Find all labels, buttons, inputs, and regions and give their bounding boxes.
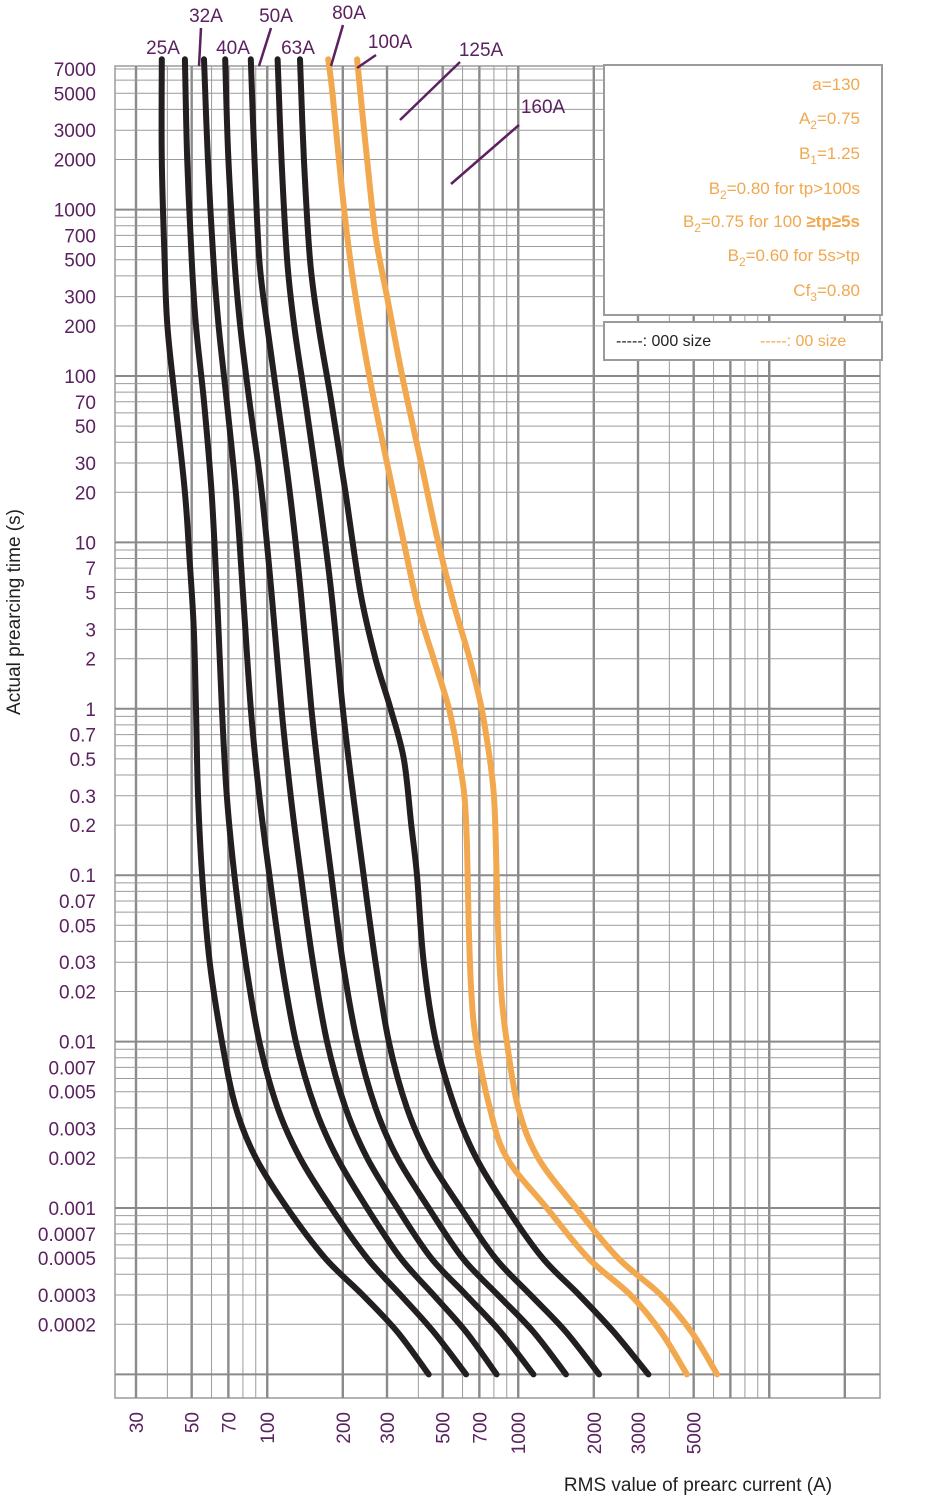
y-tick-label: 0.3 bbox=[70, 787, 96, 808]
y-tick-label: 0.007 bbox=[48, 1058, 96, 1079]
y-tick-label: 0.1 bbox=[70, 866, 96, 887]
curve-label-80a: 80A bbox=[332, 3, 366, 24]
y-tick-label: 10 bbox=[75, 533, 96, 554]
y-tick-label: 1 bbox=[85, 700, 96, 721]
y-tick-label: 70 bbox=[75, 393, 96, 414]
y-tick-label: 500 bbox=[64, 251, 96, 272]
legend-frame bbox=[603, 321, 883, 361]
y-tick-label: 3000 bbox=[54, 121, 96, 142]
leader-line-100a bbox=[356, 53, 377, 70]
y-tick-label: 100 bbox=[64, 367, 96, 388]
legend: -----: 000 size -----: 00 size bbox=[603, 321, 883, 361]
x-tick-label: 300 bbox=[378, 1412, 399, 1444]
y-tick-label: 0.05 bbox=[59, 916, 96, 937]
y-tick-label: 0.002 bbox=[48, 1149, 96, 1170]
curve-50a bbox=[222, 56, 537, 1378]
x-axis-label: RMS value of prearc current (A) bbox=[564, 1475, 832, 1496]
leader-line-125a bbox=[399, 61, 461, 121]
legend-item-000: -----: 000 size bbox=[616, 333, 711, 350]
curve-32a bbox=[181, 56, 470, 1378]
y-tick-label: 20 bbox=[75, 483, 96, 504]
curve-label-50a: 50A bbox=[259, 6, 293, 27]
parameter-line: B2=0.60 for 5s>tp bbox=[728, 246, 860, 269]
y-tick-label: 700 bbox=[64, 226, 96, 247]
curve-label-25a: 25A bbox=[146, 38, 180, 59]
y-tick-label: 2 bbox=[85, 650, 96, 671]
y-tick-label: 0.02 bbox=[59, 983, 96, 1004]
x-tick-label: 500 bbox=[434, 1412, 455, 1444]
x-tick-label: 2000 bbox=[585, 1412, 606, 1454]
y-tick-label: 0.7 bbox=[70, 726, 96, 747]
y-tick-label: 300 bbox=[64, 288, 96, 309]
legend-item-00: -----: 00 size bbox=[760, 333, 846, 350]
curve-40a bbox=[201, 56, 500, 1378]
y-tick-labels: 7000 5000 3000 2000 1000 700 500 300 200 100 70 50 3… bbox=[38, 60, 96, 1336]
x-tick-label: 30 bbox=[127, 1412, 148, 1433]
y-tick-label: 0.5 bbox=[70, 750, 96, 771]
curve-label-63a: 63A bbox=[281, 38, 315, 59]
x-tick-label: 3000 bbox=[629, 1412, 650, 1454]
y-tick-label: 50 bbox=[75, 417, 96, 438]
x-tick-label: 700 bbox=[470, 1412, 491, 1444]
y-tick-label: 0.01 bbox=[59, 1033, 96, 1054]
leader-line-160a bbox=[450, 124, 520, 185]
y-tick-label: 5 bbox=[85, 584, 96, 605]
parameters-box-frame bbox=[603, 64, 883, 316]
y-tick-label: 3 bbox=[85, 620, 96, 641]
x-tick-label: 70 bbox=[219, 1412, 240, 1433]
y-tick-label: 0.005 bbox=[48, 1083, 96, 1104]
y-tick-label: 7000 bbox=[54, 60, 96, 81]
curve-25a bbox=[158, 56, 432, 1378]
curve-160a bbox=[354, 56, 721, 1378]
parameter-line: Cf3=0.80 bbox=[793, 281, 860, 304]
curve-125a bbox=[325, 56, 690, 1378]
y-tick-label: 0.0003 bbox=[38, 1286, 96, 1307]
curve-63a bbox=[247, 56, 569, 1378]
y-tick-label: 1000 bbox=[54, 201, 96, 222]
parameter-line: A2=0.75 bbox=[799, 109, 860, 132]
x-tick-label: 100 bbox=[258, 1412, 279, 1444]
y-tick-label: 0.03 bbox=[59, 953, 96, 974]
parameter-line: B2=0.75 for 100 ≥tp≥5s bbox=[683, 212, 860, 235]
y-tick-label: 0.07 bbox=[59, 892, 96, 913]
parameter-line: B2=0.80 for tp>100s bbox=[709, 179, 860, 202]
y-tick-label: 30 bbox=[75, 454, 96, 475]
x-tick-label: 50 bbox=[183, 1412, 204, 1433]
curve-label-100a: 100A bbox=[368, 32, 413, 53]
x-tick-label: 5000 bbox=[685, 1412, 706, 1454]
curve-label-125a: 125A bbox=[459, 40, 504, 61]
y-tick-label: 7 bbox=[85, 559, 96, 580]
y-tick-label: 0.0007 bbox=[38, 1225, 96, 1246]
x-tick-label: 200 bbox=[334, 1412, 355, 1444]
parameter-line: a=130 bbox=[812, 75, 860, 94]
curve-label-160a: 160A bbox=[521, 97, 566, 118]
y-tick-label: 5000 bbox=[54, 84, 96, 105]
y-tick-label: 200 bbox=[64, 317, 96, 338]
parameter-line: B1=1.25 bbox=[799, 144, 860, 167]
x-tick-labels: 30 50 70 100 200 300 500 700 1000 2000 3000 5000 bbox=[127, 1412, 706, 1454]
y-tick-label: 0.0002 bbox=[38, 1315, 96, 1336]
curve-label-40a: 40A bbox=[216, 38, 250, 59]
leader-line-50a bbox=[257, 27, 273, 67]
x-tick-label: 1000 bbox=[509, 1412, 530, 1454]
y-tick-label: 0.2 bbox=[70, 816, 96, 837]
leader-line-32a bbox=[197, 27, 203, 67]
curve-100a bbox=[297, 56, 652, 1378]
y-tick-label: 0.0005 bbox=[38, 1249, 96, 1270]
fuse-curves bbox=[158, 56, 721, 1378]
y-axis-label: Actual prearcing time (s) bbox=[4, 509, 25, 715]
leader-line-80a bbox=[329, 24, 345, 67]
y-tick-label: 0.003 bbox=[48, 1120, 96, 1141]
curve-80a bbox=[274, 56, 603, 1378]
y-tick-label: 2000 bbox=[54, 151, 96, 172]
parameters-box: a=130 A2=0.75 B1=1.25 B2=0.80 for tp>100s B2… bbox=[603, 64, 883, 316]
y-tick-label: 0.001 bbox=[48, 1199, 96, 1220]
curve-label-32a: 32A bbox=[189, 6, 223, 27]
